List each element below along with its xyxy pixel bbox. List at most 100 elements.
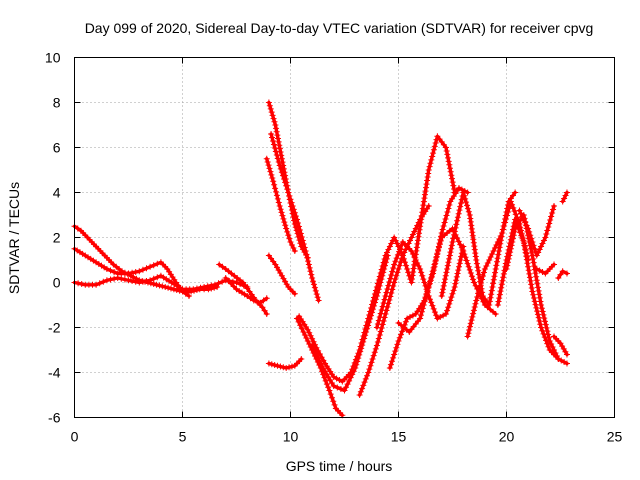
data-point (394, 251, 401, 258)
data-point (443, 212, 450, 219)
data-point (269, 112, 276, 119)
data-point (373, 293, 380, 299)
data-point (442, 272, 449, 279)
data-point (368, 312, 375, 319)
y-tick-label: 4 (53, 185, 61, 201)
data-point (291, 290, 298, 297)
series-track-26 (551, 333, 570, 358)
data-point (387, 275, 394, 282)
data-point (418, 312, 424, 319)
data-point (443, 311, 450, 317)
data-point (551, 347, 558, 353)
data-point (382, 293, 389, 299)
data-point (276, 162, 283, 169)
data-point (190, 286, 197, 293)
data-point (366, 366, 373, 373)
data-point (369, 356, 376, 362)
data-point (382, 262, 388, 269)
data-point (396, 262, 403, 269)
data-point (396, 248, 403, 255)
data-point (286, 235, 293, 242)
data-point (368, 309, 375, 316)
data-point (399, 252, 406, 259)
data-point (512, 216, 519, 223)
data-point (100, 278, 107, 285)
data-point (443, 147, 450, 154)
data-point (344, 381, 351, 388)
data-point (509, 201, 516, 208)
data-point (490, 248, 497, 254)
data-point (274, 132, 281, 139)
y-tick-label: 0 (53, 275, 61, 291)
data-point (455, 210, 462, 217)
data-point (274, 362, 281, 369)
data-point (551, 261, 558, 268)
series-track-15 (373, 239, 467, 331)
data-point (487, 294, 494, 301)
data-point (390, 354, 397, 361)
data-point (272, 148, 279, 155)
data-point (129, 278, 136, 284)
data-point (136, 279, 143, 286)
chart-title: Day 099 of 2020, Sidereal Day-to-day VTE… (85, 20, 594, 36)
data-point (153, 281, 160, 288)
data-point (219, 263, 226, 270)
data-point (427, 278, 433, 285)
data-point (445, 259, 452, 266)
data-point (495, 298, 502, 305)
data-point (391, 351, 398, 358)
data-point (300, 329, 307, 335)
data-point (379, 272, 386, 279)
data-point (301, 244, 308, 251)
data-point (522, 249, 529, 256)
data-point (269, 134, 276, 141)
data-point (490, 280, 497, 287)
data-point (154, 274, 161, 281)
data-point (375, 335, 382, 342)
data-point (540, 237, 547, 244)
data-point (421, 279, 428, 286)
data-point (330, 383, 337, 389)
data-point (312, 348, 319, 355)
data-point (505, 205, 512, 212)
data-point (544, 328, 551, 335)
data-point (507, 245, 514, 252)
data-point (310, 281, 317, 288)
data-point (530, 259, 537, 266)
data-point (260, 297, 267, 304)
data-point (272, 188, 279, 195)
data-point (488, 287, 495, 294)
data-point (463, 257, 470, 264)
data-point (429, 302, 436, 309)
data-point (391, 234, 398, 241)
data-point (545, 331, 552, 338)
data-point (439, 226, 446, 233)
data-point (448, 294, 455, 301)
data-point (395, 338, 402, 344)
data-point (491, 273, 498, 280)
data-point (307, 332, 314, 339)
data-point (529, 288, 536, 295)
data-point (270, 115, 277, 122)
data-point (523, 222, 530, 229)
data-point (287, 239, 294, 245)
series-line (217, 262, 269, 316)
data-point (292, 213, 299, 220)
data-point (267, 168, 274, 175)
data-point (263, 311, 270, 317)
y-tick-label: 6 (53, 140, 61, 156)
y-tick-labels: -6 -4 -2 0 2 4 6 8 10 (45, 50, 61, 426)
data-point (477, 283, 484, 290)
data-point (298, 234, 305, 240)
data-point (383, 289, 390, 296)
data-point (412, 257, 419, 263)
series-track-7 (268, 131, 322, 304)
data-point (415, 233, 422, 240)
data-point (527, 277, 534, 284)
data-point (267, 105, 274, 112)
data-point (432, 258, 439, 265)
data-point (114, 275, 121, 281)
data-point (247, 295, 254, 302)
data-point (450, 182, 457, 189)
